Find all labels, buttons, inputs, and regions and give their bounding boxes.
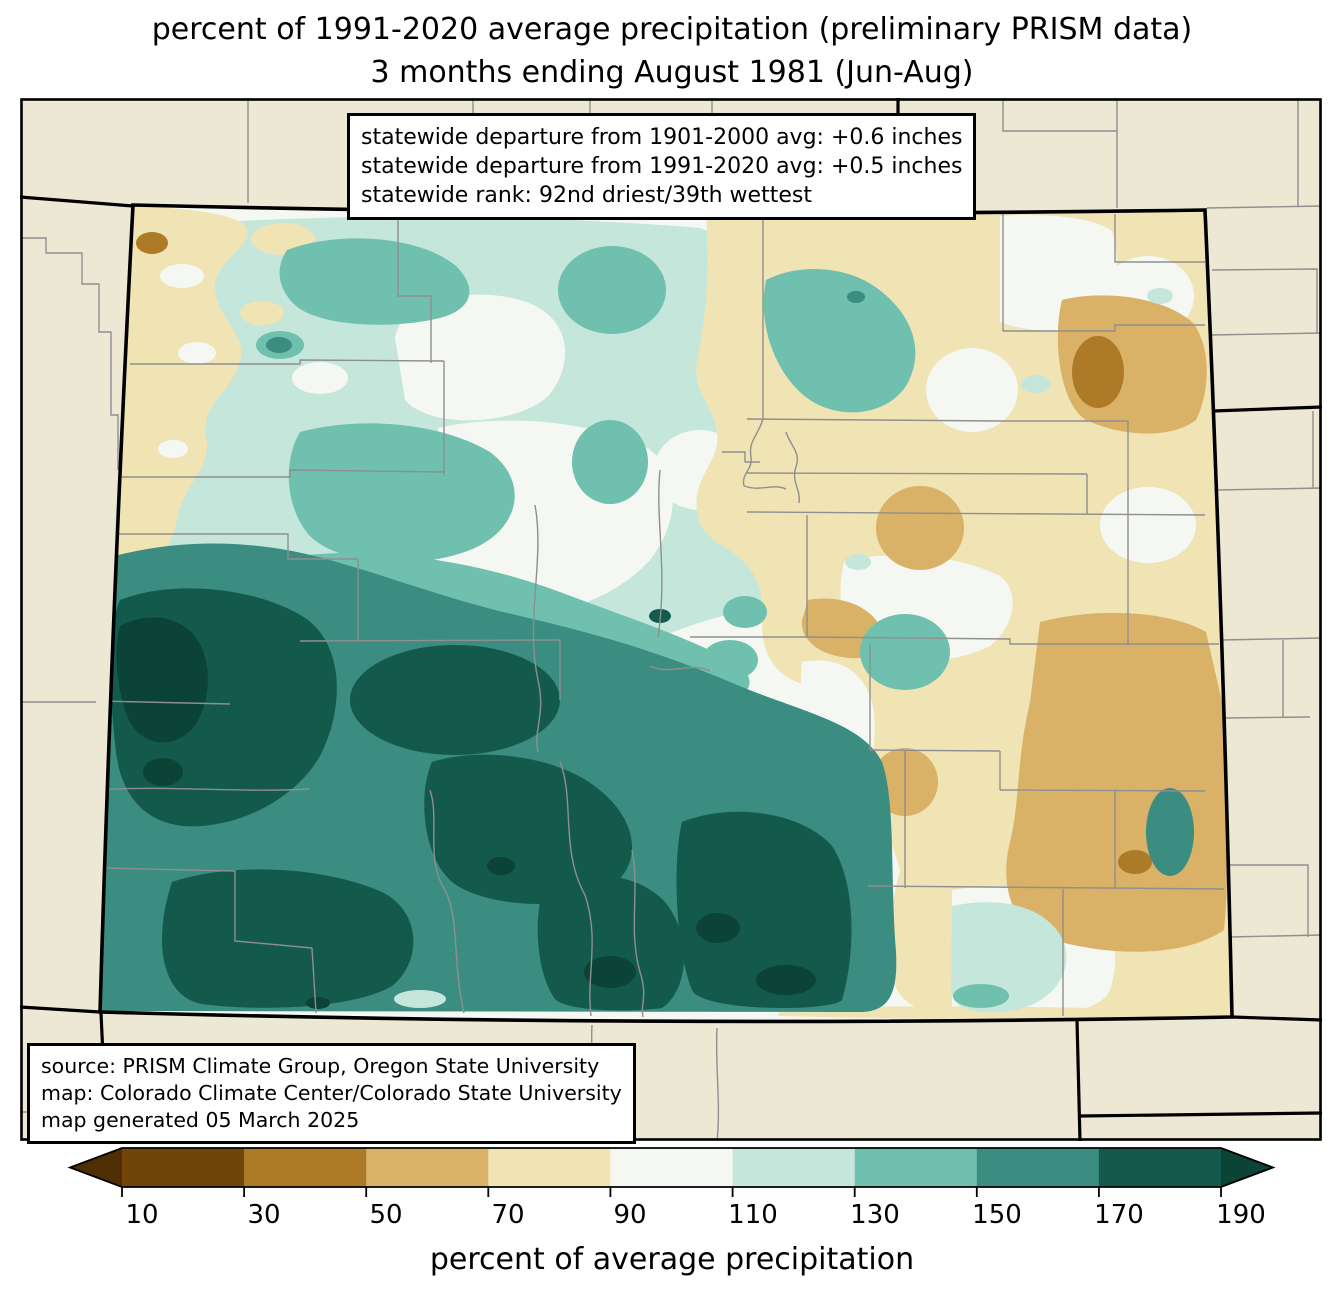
colorbar-left-arrow xyxy=(70,1148,122,1187)
colorbar-tick-label: 90 xyxy=(613,1200,647,1230)
colorbar-right-arrow xyxy=(1221,1148,1273,1187)
colorbar-tick-label: 170 xyxy=(1094,1200,1144,1230)
colorado-county-lines xyxy=(100,209,1225,1018)
source-attribution-box: source: PRISM Climate Group, Oregon Stat… xyxy=(27,1043,636,1144)
colorbar-tick-label: 10 xyxy=(125,1200,159,1230)
map-frame xyxy=(20,98,1322,1141)
colorbar-tick-label: 70 xyxy=(491,1200,525,1230)
stats-line-1: statewide departure from 1901-2000 avg: … xyxy=(361,125,963,150)
title-line-2: 3 months ending August 1981 (Jun-Aug) xyxy=(370,55,974,90)
figure-title: percent of 1991-2020 average precipitati… xyxy=(0,8,1344,94)
colorbar-tick-label: 110 xyxy=(728,1200,778,1230)
source-line-2: map: Colorado Climate Center/Colorado St… xyxy=(41,1081,622,1105)
title-line-1: percent of 1991-2020 average precipitati… xyxy=(151,12,1193,47)
statewide-stats-box: statewide departure from 1901-2000 avg: … xyxy=(347,113,977,220)
colorbar-tick-label: 190 xyxy=(1216,1200,1266,1230)
colorado-precip-map xyxy=(20,98,1322,1141)
colorbar-tick-label: 50 xyxy=(369,1200,403,1230)
stats-line-2: statewide departure from 1991-2020 avg: … xyxy=(361,154,963,179)
source-line-3: map generated 05 March 2025 xyxy=(41,1108,360,1132)
contour-fills xyxy=(100,205,1232,1022)
stats-line-3: statewide rank: 92nd driest/39th wettest xyxy=(361,183,812,208)
colorbar-segments xyxy=(122,1148,1222,1187)
colorbar-tick-label: 150 xyxy=(972,1200,1022,1230)
colorbar-tick-label: 130 xyxy=(850,1200,900,1230)
colorbar-tick-marks xyxy=(121,1187,1222,1197)
colorbar xyxy=(67,1147,1276,1197)
source-line-1: source: PRISM Climate Group, Oregon Stat… xyxy=(41,1054,600,1078)
colorbar-axis-label: percent of average precipitation xyxy=(429,1242,915,1277)
colorbar-tick-label: 30 xyxy=(247,1200,281,1230)
